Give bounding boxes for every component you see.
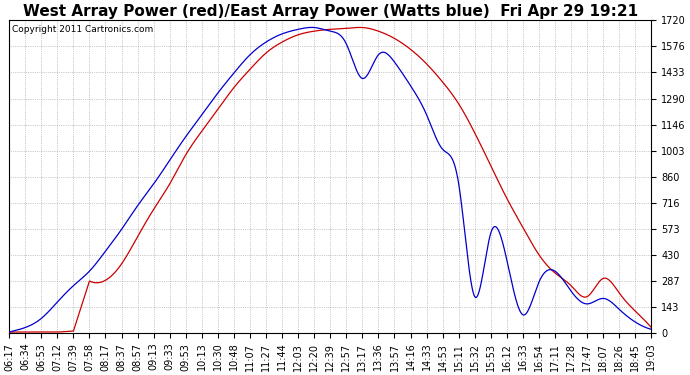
Title: West Array Power (red)/East Array Power (Watts blue)  Fri Apr 29 19:21: West Array Power (red)/East Array Power …: [23, 4, 638, 19]
Text: Copyright 2011 Cartronics.com: Copyright 2011 Cartronics.com: [12, 25, 154, 34]
